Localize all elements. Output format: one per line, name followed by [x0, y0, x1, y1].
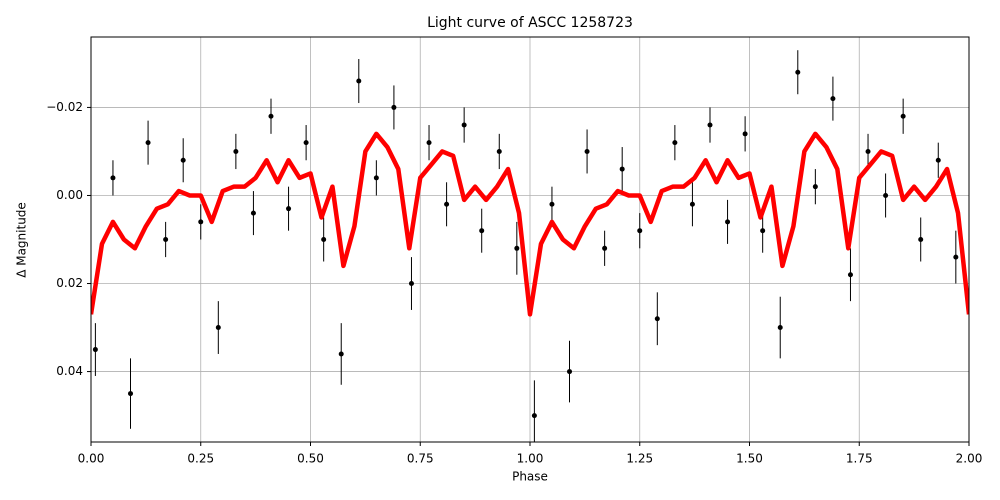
data-point [408, 281, 414, 287]
data-point [654, 316, 660, 322]
model-curve [91, 131, 969, 317]
y-tick-label: 0.00 [56, 188, 83, 202]
data-point [918, 237, 924, 242]
data-point [110, 175, 116, 181]
data-point [847, 272, 853, 278]
data-point [707, 122, 713, 128]
data-point [865, 148, 871, 154]
data-point [198, 219, 204, 225]
data-point [286, 206, 292, 212]
data-point [953, 254, 959, 260]
data-point [233, 148, 239, 154]
data-point [128, 391, 134, 397]
data-point [637, 228, 643, 234]
data-point [426, 140, 432, 146]
x-tick-label: 1.00 [517, 452, 544, 466]
data-point [268, 113, 274, 119]
x-tick-label: 0.50 [297, 452, 324, 466]
data-point [567, 369, 573, 375]
data-point [461, 122, 467, 128]
data-point [795, 69, 801, 75]
data-point [742, 131, 748, 137]
x-axis-label: Phase [512, 470, 548, 484]
data-point [496, 148, 502, 154]
data-point [391, 104, 397, 110]
data-point [883, 192, 889, 198]
data-point [584, 148, 590, 154]
data-point [777, 325, 783, 331]
data-point [373, 175, 379, 181]
data-point [356, 78, 362, 84]
data-point [514, 245, 520, 251]
plot-area [91, 50, 969, 442]
plot-frame [90, 36, 970, 443]
x-tick-label: 2.00 [956, 452, 983, 466]
y-tick-label: 0.02 [56, 276, 83, 290]
y-axis-label: Δ Magnitude [15, 202, 29, 278]
data-point [479, 228, 485, 234]
data-point [215, 325, 221, 331]
data-point [900, 113, 906, 119]
data-point [321, 237, 327, 242]
data-point [935, 157, 941, 163]
x-tick-label: 1.50 [736, 452, 763, 466]
data-point [444, 201, 450, 207]
y-tick-label: −0.02 [46, 100, 83, 114]
data-point [145, 140, 151, 146]
data-point [531, 413, 537, 419]
x-tick-label: 1.25 [626, 452, 653, 466]
data-point [92, 347, 98, 353]
data-point [180, 157, 186, 163]
data-point [163, 237, 169, 242]
data-point [602, 245, 608, 251]
x-tick-label: 1.75 [846, 452, 873, 466]
data-point [672, 140, 678, 146]
data-point [549, 201, 555, 207]
data-point [725, 219, 731, 225]
data-point [250, 210, 256, 216]
data-point [689, 201, 695, 207]
x-tick-label: 0.00 [78, 452, 105, 466]
data-point [830, 96, 836, 102]
data-point [338, 351, 344, 357]
data-point [760, 228, 766, 234]
x-tick-label: 0.75 [407, 452, 434, 466]
data-point [619, 166, 625, 172]
y-tick-label: 0.04 [56, 364, 83, 378]
data-point [812, 184, 818, 190]
x-tick-label: 0.25 [187, 452, 214, 466]
data-point [303, 140, 309, 146]
chart-title: Light curve of ASCC 1258723 [427, 15, 633, 31]
